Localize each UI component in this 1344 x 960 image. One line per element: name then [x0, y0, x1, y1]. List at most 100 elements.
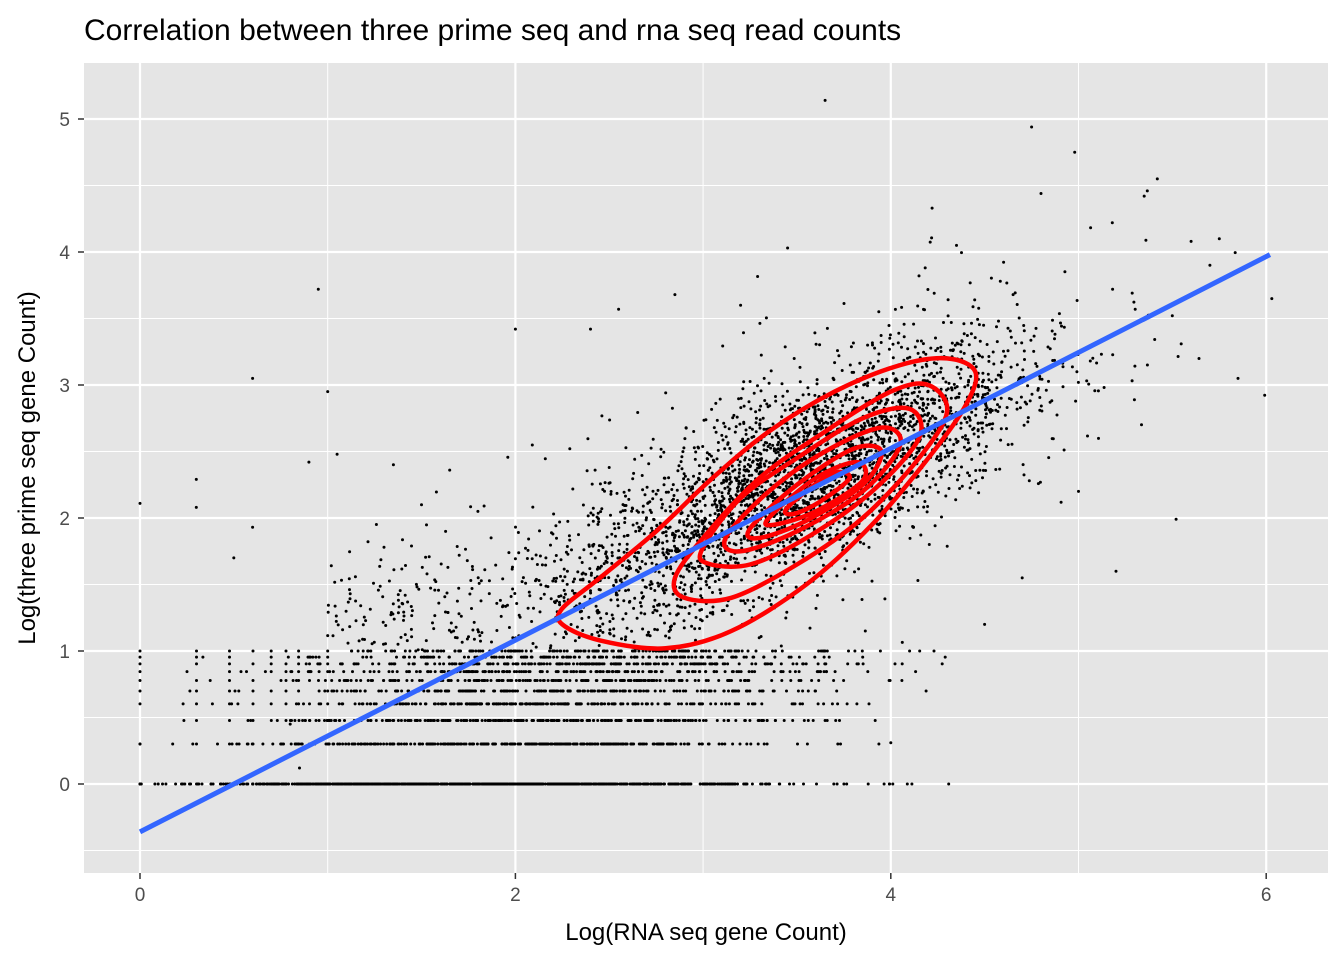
- data-point: [551, 579, 555, 583]
- data-point: [487, 579, 491, 583]
- data-point: [879, 399, 883, 403]
- data-point: [1023, 358, 1026, 361]
- data-point: [640, 453, 644, 457]
- data-point: [935, 457, 938, 461]
- data-point: [585, 469, 589, 473]
- data-point: [396, 719, 400, 722]
- data-point: [730, 679, 733, 682]
- data-point: [781, 403, 785, 407]
- data-point: [721, 438, 725, 442]
- data-point: [1051, 437, 1055, 441]
- data-point: [728, 475, 732, 479]
- data-point: [704, 580, 708, 583]
- data-point: [713, 512, 717, 516]
- data-point: [568, 447, 572, 451]
- data-point: [681, 649, 685, 653]
- data-point: [893, 439, 897, 443]
- data-point: [739, 406, 743, 410]
- data-point: [1039, 404, 1043, 408]
- data-point: [1008, 329, 1012, 333]
- data-point: [819, 649, 823, 653]
- data-point: [865, 369, 869, 373]
- data-point: [494, 563, 498, 567]
- data-point: [803, 543, 807, 547]
- data-point: [760, 508, 764, 512]
- data-point: [742, 331, 745, 335]
- data-point: [813, 689, 817, 693]
- data-point: [727, 522, 731, 526]
- data-point: [886, 387, 890, 391]
- data-point: [1046, 345, 1050, 349]
- data-point: [901, 448, 905, 452]
- data-point: [892, 475, 896, 479]
- data-point: [618, 689, 622, 693]
- data-point: [933, 401, 936, 405]
- data-point: [508, 689, 512, 693]
- data-point: [743, 569, 747, 573]
- data-point: [738, 460, 742, 464]
- data-point: [868, 463, 872, 467]
- data-point: [963, 416, 967, 420]
- data-point: [208, 679, 212, 682]
- data-point: [892, 477, 896, 481]
- data-point: [1015, 401, 1019, 405]
- data-point: [781, 540, 785, 544]
- data-point: [685, 524, 689, 528]
- data-point: [783, 408, 787, 412]
- data-point: [998, 467, 1002, 471]
- data-point: [780, 526, 784, 529]
- data-point: [682, 477, 686, 481]
- data-point: [693, 670, 697, 674]
- data-point: [651, 497, 655, 501]
- data-point: [614, 679, 618, 682]
- data-point: [718, 588, 722, 592]
- data-point: [987, 355, 991, 358]
- data-point: [1000, 360, 1004, 364]
- data-point: [1036, 388, 1040, 392]
- data-point: [914, 670, 918, 674]
- data-point: [932, 291, 936, 295]
- data-point: [960, 465, 963, 469]
- data-point: [759, 532, 763, 536]
- data-point: [544, 563, 548, 567]
- data-point: [467, 655, 470, 659]
- data-point: [927, 434, 931, 438]
- data-point: [866, 384, 869, 388]
- data-point: [970, 410, 974, 414]
- data-point: [635, 558, 639, 562]
- data-point: [450, 662, 454, 666]
- data-point: [416, 648, 420, 652]
- data-point: [678, 586, 682, 590]
- data-point: [716, 508, 720, 512]
- data-point: [980, 355, 984, 359]
- data-point: [500, 689, 504, 693]
- data-point: [771, 422, 775, 426]
- data-point: [562, 719, 566, 722]
- data-point: [614, 534, 617, 538]
- data-point: [641, 655, 645, 659]
- data-point: [454, 662, 458, 666]
- data-point: [609, 492, 613, 496]
- data-point: [908, 462, 912, 466]
- data-point: [1021, 368, 1025, 372]
- data-point: [989, 276, 993, 280]
- data-point: [233, 689, 237, 693]
- data-point: [801, 662, 805, 666]
- data-point: [429, 670, 433, 674]
- data-point: [976, 317, 980, 321]
- plot-panel: [84, 63, 1328, 873]
- data-point: [866, 782, 870, 786]
- data-point: [429, 655, 433, 659]
- data-point: [1133, 307, 1137, 311]
- data-point: [835, 481, 839, 485]
- data-point: [500, 649, 504, 653]
- data-point: [822, 670, 826, 674]
- data-point: [705, 576, 709, 580]
- data-point: [748, 426, 752, 430]
- data-point: [1022, 349, 1026, 353]
- data-point: [377, 662, 381, 666]
- data-point: [870, 341, 874, 345]
- data-point: [637, 719, 641, 722]
- data-point: [641, 627, 645, 631]
- data-point: [812, 527, 816, 531]
